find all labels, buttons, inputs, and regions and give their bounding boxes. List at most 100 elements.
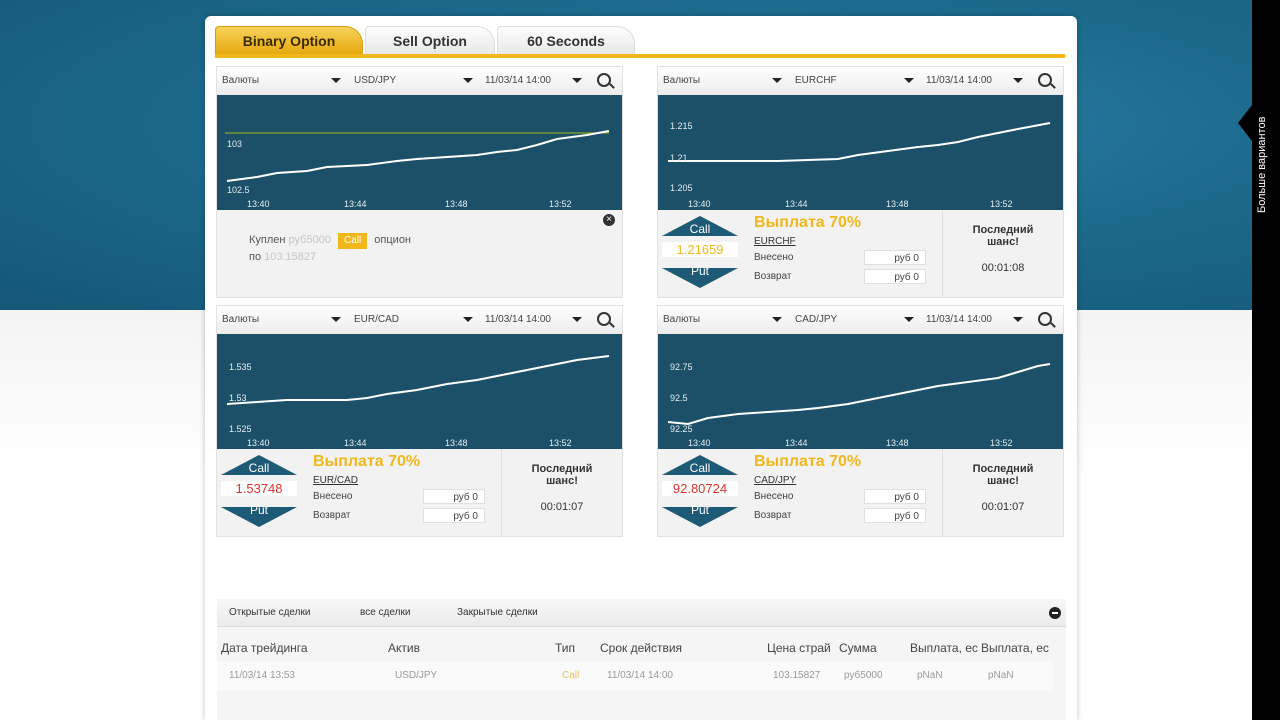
price-chart: 1.215 1.21 1.205 13:40 13:44 13:48 13:52 <box>658 95 1063 210</box>
put-button[interactable] <box>662 268 738 288</box>
call-button[interactable] <box>662 216 738 236</box>
return-value: руб 0 <box>423 508 485 523</box>
call-put-control: Call 1.53748 Put <box>221 455 299 529</box>
asset-select[interactable]: CAD/JPY <box>795 314 838 325</box>
y-tick-label: 92.25 <box>670 424 693 434</box>
return-label: Возврат <box>754 510 792 521</box>
x-tick-label: 13:44 <box>785 199 808 209</box>
category-select[interactable]: Валюты <box>663 75 701 86</box>
category-select[interactable]: Валюты <box>222 314 260 325</box>
tab-closed-trades[interactable]: Закрытые сделки <box>457 607 538 618</box>
y-tick-label: 1.205 <box>670 183 693 193</box>
column-header[interactable]: Выплата, ес <box>910 641 978 655</box>
chevron-down-icon[interactable] <box>331 317 341 322</box>
put-label[interactable]: Put <box>690 503 709 517</box>
put-button[interactable] <box>221 507 297 527</box>
call-button[interactable] <box>662 455 738 475</box>
more-options-sidebar[interactable]: Больше вариантов <box>1238 0 1280 720</box>
category-select[interactable]: Валюты <box>663 314 701 325</box>
invested-value: руб 0 <box>423 489 485 504</box>
payout-label: Выплата 70% <box>754 214 862 231</box>
asset-cell: USD/JPY <box>395 670 438 681</box>
table-row[interactable]: 11/03/14 13:53 USD/JPY Call 11/03/14 14:… <box>217 661 1053 691</box>
asset-select[interactable]: USD/JPY <box>354 75 397 86</box>
asset-link[interactable]: EURCHF <box>754 236 796 247</box>
chevron-down-icon[interactable] <box>772 78 782 83</box>
x-tick-label: 13:52 <box>990 199 1013 209</box>
asset-link[interactable]: CAD/JPY <box>754 475 797 486</box>
tab-binary-option[interactable]: Binary Option <box>215 26 363 54</box>
y-tick-label: 92.5 <box>670 393 688 403</box>
bought-prefix: Куплен <box>249 234 286 246</box>
y-tick-label: 1.535 <box>229 362 252 372</box>
chevron-down-icon[interactable] <box>1013 78 1023 83</box>
expiry-select[interactable]: 11/03/14 14:00 <box>926 314 992 325</box>
x-tick-label: 13:44 <box>785 438 808 448</box>
column-header[interactable]: Актив <box>388 641 420 655</box>
call-label[interactable]: Call <box>248 461 270 475</box>
purchase-summary: Куплен руб5000 Call опцион по 103.15827 <box>249 232 489 265</box>
widget-header: Валюты EURCHF 11/03/14 14:00 <box>658 67 1063 95</box>
asset-select[interactable]: EUR/CAD <box>354 314 400 325</box>
column-header[interactable]: Выплата, ес <box>981 641 1049 655</box>
widget-header: Валюты CAD/JPY 11/03/14 14:00 <box>658 306 1063 334</box>
category-select[interactable]: Валюты <box>222 75 260 86</box>
chevron-down-icon[interactable] <box>463 78 473 83</box>
chevron-down-icon[interactable] <box>331 78 341 83</box>
chevron-down-icon[interactable] <box>904 317 914 322</box>
collapse-icon[interactable] <box>1049 607 1061 619</box>
column-header[interactable]: Цена страй <box>767 641 831 655</box>
chevron-down-icon[interactable] <box>463 317 473 322</box>
x-tick-label: 13:44 <box>344 438 367 448</box>
tab-60-seconds[interactable]: 60 Seconds <box>497 26 635 54</box>
put-label[interactable]: Put <box>249 503 268 517</box>
tab-all-trades[interactable]: все сделки <box>360 607 411 618</box>
last-chance-panel: Последний шанс! 00:01:08 <box>942 210 1063 297</box>
trade-panel: Call 1.53748 Put Выплата 70% EUR/CAD Вне… <box>217 449 622 536</box>
asset-link[interactable]: EUR/CAD <box>313 475 359 486</box>
x-tick-label: 13:48 <box>445 438 468 448</box>
close-icon[interactable]: × <box>603 214 615 226</box>
trades-tabs: Открытые сделки все сделки Закрытые сдел… <box>217 599 1066 627</box>
put-button[interactable] <box>662 507 738 527</box>
zoom-icon[interactable] <box>597 312 611 326</box>
zoom-icon[interactable] <box>1038 73 1052 87</box>
zoom-icon[interactable] <box>1038 312 1052 326</box>
column-header[interactable]: Дата трейдинга <box>221 641 308 655</box>
more-options-label[interactable]: Больше вариантов <box>1256 116 1268 214</box>
chevron-down-icon[interactable] <box>904 78 914 83</box>
trade-panel: Call 92.80724 Put Выплата 70% CAD/JPY Вн… <box>658 449 1063 536</box>
price-chart: 1.535 1.53 1.525 13:40 13:44 13:48 13:52 <box>217 334 622 449</box>
bought-price: 103.15827 <box>264 251 317 263</box>
expiry-select[interactable]: 11/03/14 14:00 <box>485 75 551 86</box>
x-tick-label: 13:48 <box>886 199 909 209</box>
strike-price-cell: 103.15827 <box>773 670 821 681</box>
countdown-timer: 00:01:07 <box>540 501 584 513</box>
tab-open-trades[interactable]: Открытые сделки <box>229 607 311 618</box>
chevron-down-icon[interactable] <box>1013 317 1023 322</box>
expiry-cell: 11/03/14 14:00 <box>607 670 673 681</box>
x-tick-label: 13:52 <box>990 438 1013 448</box>
chevron-down-icon[interactable] <box>572 78 582 83</box>
chevron-down-icon[interactable] <box>772 317 782 322</box>
option-widget-eurcad: Валюты EUR/CAD 11/03/14 14:00 1.535 1.53… <box>216 305 623 537</box>
expiry-select[interactable]: 11/03/14 14:00 <box>485 314 551 325</box>
call-label[interactable]: Call <box>689 461 711 475</box>
column-header[interactable]: Срок действия <box>600 641 683 655</box>
call-label[interactable]: Call <box>689 222 711 236</box>
sidebar-toggle-arrow-icon[interactable] <box>1238 105 1252 141</box>
tab-sell-option[interactable]: Sell Option <box>365 26 495 54</box>
asset-select[interactable]: EURCHF <box>795 75 837 86</box>
option-widget-cadjpy: Валюты CAD/JPY 11/03/14 14:00 92.75 92.5… <box>657 305 1064 537</box>
countdown-timer: 00:01:07 <box>981 501 1025 513</box>
zoom-icon[interactable] <box>597 73 611 87</box>
call-badge: Call <box>338 233 368 249</box>
column-header[interactable]: Тип <box>555 641 576 655</box>
call-button[interactable] <box>221 455 297 475</box>
column-header[interactable]: Сумма <box>839 641 877 655</box>
call-put-control: Call 1.21659 Put <box>662 216 740 290</box>
expiry-select[interactable]: 11/03/14 14:00 <box>926 75 992 86</box>
chevron-down-icon[interactable] <box>572 317 582 322</box>
put-label[interactable]: Put <box>690 264 709 278</box>
return-label: Возврат <box>754 271 792 282</box>
